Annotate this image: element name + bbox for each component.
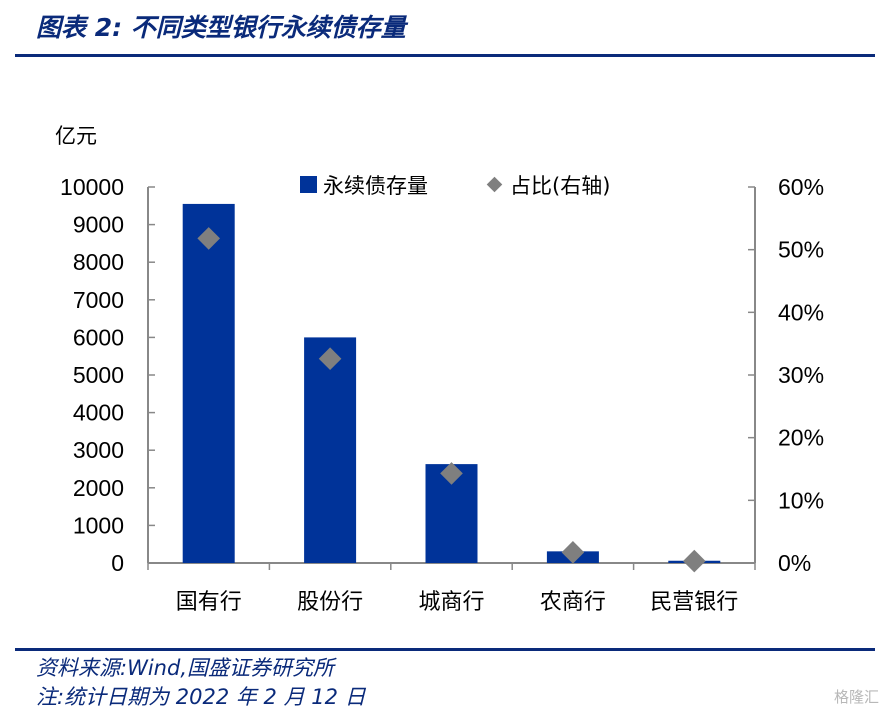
ratio-marker bbox=[440, 462, 463, 485]
right-tick-label: 30% bbox=[778, 362, 824, 388]
left-tick-label: 8000 bbox=[73, 249, 124, 275]
legend: 永续债存量 占比(右轴) bbox=[300, 174, 610, 198]
legend-label-ratio: 占比(右轴) bbox=[510, 174, 610, 198]
ratio-marker bbox=[318, 347, 342, 371]
header-rule bbox=[15, 54, 875, 57]
tick-labels: 0 1000 2000 3000 4000 5000 6000 7000 8000 9000 100… bbox=[60, 174, 824, 615]
bar-chart: 0 1000 2000 3000 4000 5000 6000 7000 8000 9000 100… bbox=[55, 124, 824, 615]
right-tick-label: 50% bbox=[778, 237, 824, 263]
source-note: 资料来源:Wind,国盛证券研究所 bbox=[36, 656, 334, 680]
right-tick-label: 0% bbox=[778, 550, 811, 576]
right-tick-label: 10% bbox=[778, 487, 824, 513]
left-tick-label: 0 bbox=[111, 550, 124, 576]
footer-rule bbox=[15, 648, 875, 651]
legend-label-bar: 永续债存量 bbox=[323, 174, 428, 198]
left-tick-label: 9000 bbox=[73, 212, 124, 238]
left-tick-label: 1000 bbox=[73, 512, 124, 538]
x-tick-label: 城商行 bbox=[418, 590, 484, 615]
bar bbox=[304, 337, 357, 563]
x-tick-label: 国有行 bbox=[176, 590, 242, 615]
ratio-marker bbox=[561, 541, 585, 564]
left-tick-label: 5000 bbox=[73, 362, 124, 388]
left-tick-label: 7000 bbox=[73, 287, 124, 313]
left-tick-label: 6000 bbox=[73, 324, 124, 350]
left-tick-label: 2000 bbox=[73, 475, 124, 501]
right-tick-label: 40% bbox=[778, 299, 824, 325]
left-tick-label: 10000 bbox=[60, 174, 124, 200]
right-tick-label: 20% bbox=[778, 425, 824, 451]
x-tick-label: 农商行 bbox=[540, 590, 606, 615]
bar bbox=[182, 203, 235, 564]
x-tick-label: 民营银行 bbox=[650, 590, 738, 615]
left-tick-label: 3000 bbox=[73, 437, 124, 463]
left-axis-unit: 亿元 bbox=[55, 124, 97, 148]
ratio-marker bbox=[682, 549, 706, 573]
watermark: 格隆汇 bbox=[833, 688, 879, 706]
x-tick-label: 股份行 bbox=[297, 590, 363, 615]
legend-swatch-diamond bbox=[486, 176, 503, 193]
bars bbox=[182, 203, 721, 564]
date-note: 注:统计日期为 2022 年 2 月 12 日 bbox=[36, 685, 366, 709]
legend-swatch-bar bbox=[300, 176, 317, 193]
chart-title: 图表 2: 不同类型银行永续债存量 bbox=[36, 13, 406, 42]
left-tick-label: 4000 bbox=[73, 400, 124, 426]
right-tick-label: 60% bbox=[778, 174, 824, 200]
